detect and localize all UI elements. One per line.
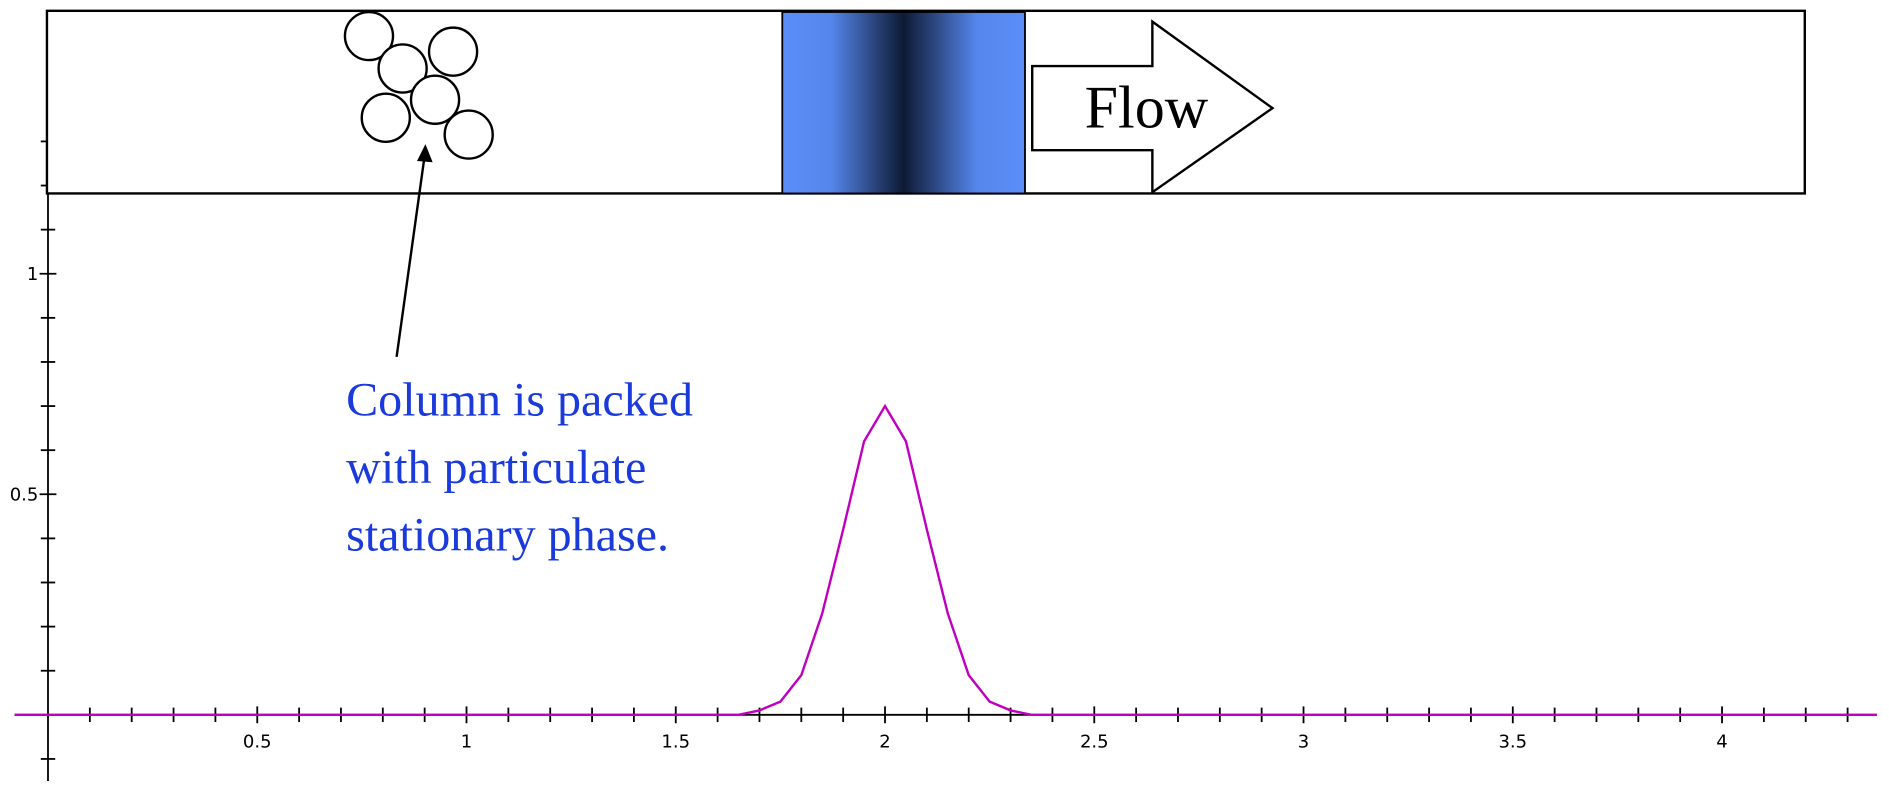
annotation-line: with particulate [346, 441, 646, 494]
x-tick-label: 4 [1716, 731, 1727, 752]
particle [443, 109, 494, 160]
x-tick-label: 1.5 [661, 731, 690, 752]
x-tick-label: 3.5 [1498, 731, 1527, 752]
data-line [14, 403, 1877, 717]
flow-label: Flow [1085, 73, 1209, 140]
axes: 0.5 1 1.5 2 2.5 3 3.5 4 0.5 1 [10, 110, 1877, 781]
particle [360, 92, 412, 143]
particle [343, 10, 395, 62]
x-tick-label: 2 [879, 731, 890, 752]
column-diagram: Flow [45, 9, 1806, 358]
particle [377, 43, 428, 94]
flow-arrow [1031, 19, 1275, 195]
annotation-line: stationary phase. [346, 508, 669, 561]
x-tick-label: 2.5 [1080, 731, 1109, 752]
annotation-line: Column is packed [346, 374, 693, 427]
x-tick-label: 3 [1298, 731, 1309, 752]
x-tick-label: 1 [461, 731, 472, 752]
annotation: Column is packed with particulate stationa… [346, 374, 693, 562]
sample-band [781, 11, 1026, 195]
particle [427, 26, 479, 77]
particle [409, 74, 461, 125]
pointer-line [395, 158, 426, 358]
particles [343, 10, 494, 160]
y-tick-label: 0.5 [10, 484, 39, 505]
y-tick-label: 1 [27, 264, 38, 285]
x-tick-label: 0.5 [243, 731, 272, 752]
pointer-head [417, 144, 433, 163]
